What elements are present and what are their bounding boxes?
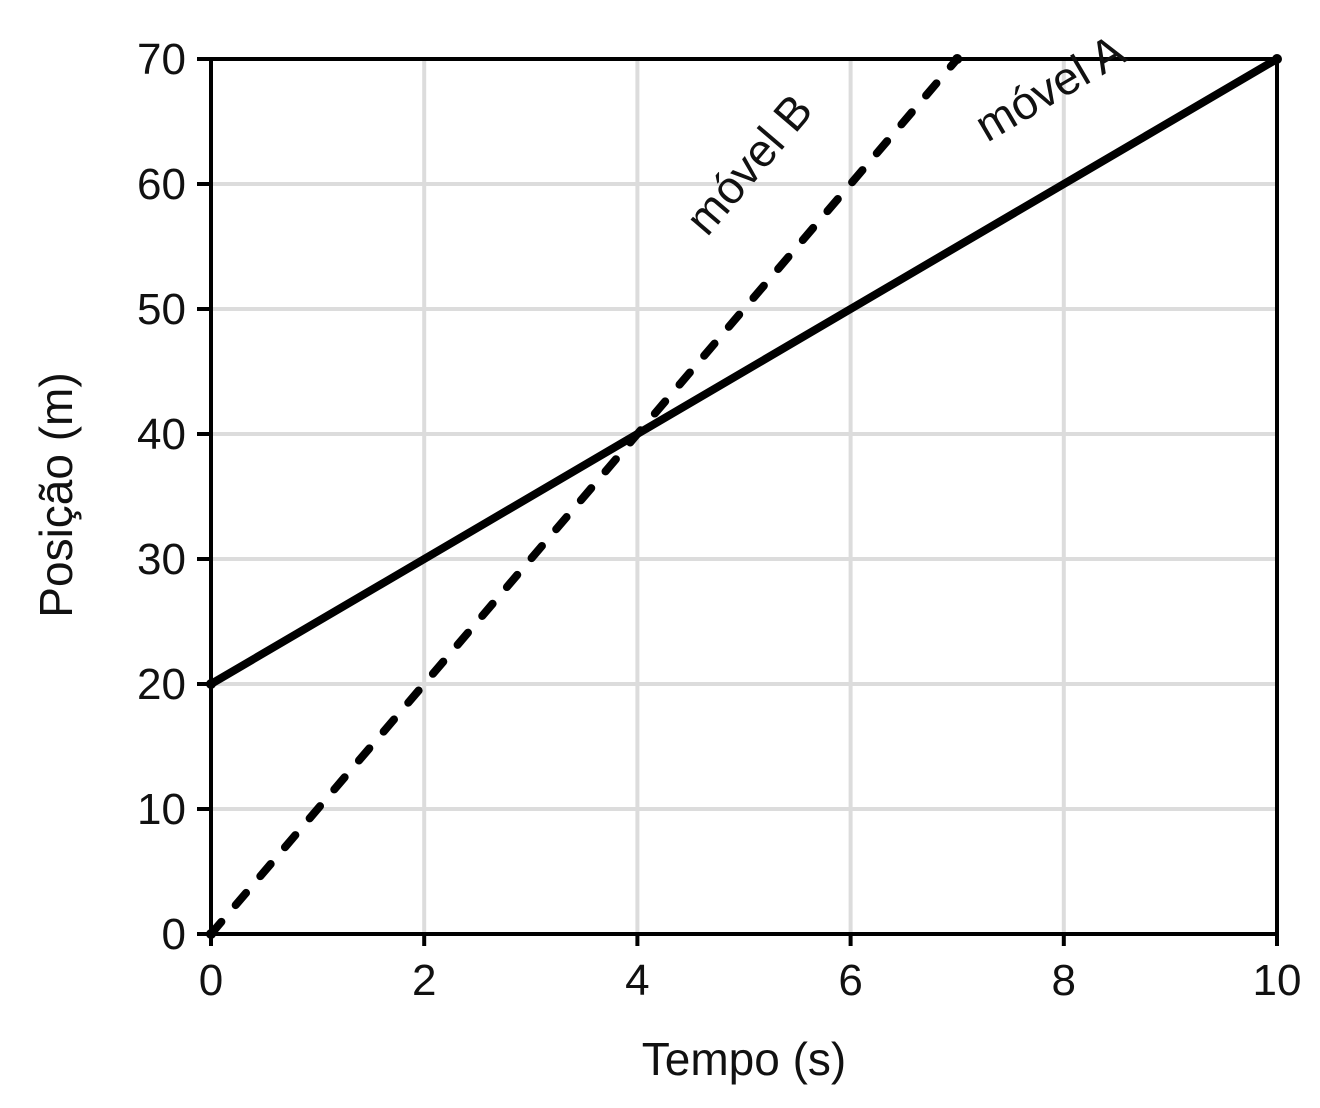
series-label-movel-b: móvel B xyxy=(675,84,822,244)
series-line-movel-a xyxy=(207,55,1281,688)
y-axis-title: Posição (m) xyxy=(30,372,82,617)
plot-frame xyxy=(209,57,1279,936)
x-tick-label: 6 xyxy=(838,956,862,1005)
y-tick-label: 0 xyxy=(162,910,186,959)
series-line-movel-b xyxy=(207,55,962,938)
ticks: 0 2 4 6 8 10 0 10 20 30 40 50 60 70 xyxy=(137,35,1301,1005)
y-tick-label: 70 xyxy=(137,35,186,84)
axes xyxy=(209,57,1279,936)
x-axis-title: Tempo (s) xyxy=(642,1033,846,1085)
y-tick-label: 20 xyxy=(137,660,186,709)
x-tick-label: 2 xyxy=(412,956,436,1005)
x-tick-label: 8 xyxy=(1052,956,1076,1005)
y-tick-label: 60 xyxy=(137,160,186,209)
x-tick-label: 4 xyxy=(625,956,649,1005)
x-tick-label: 0 xyxy=(199,956,223,1005)
y-tick-label: 10 xyxy=(137,785,186,834)
y-tick-label: 40 xyxy=(137,410,186,459)
grid xyxy=(211,59,1277,934)
y-tick-label: 50 xyxy=(137,285,186,334)
x-tick-label: 10 xyxy=(1253,956,1302,1005)
series-label-movel-a: móvel A xyxy=(966,24,1134,152)
y-tick-label: 30 xyxy=(137,535,186,584)
